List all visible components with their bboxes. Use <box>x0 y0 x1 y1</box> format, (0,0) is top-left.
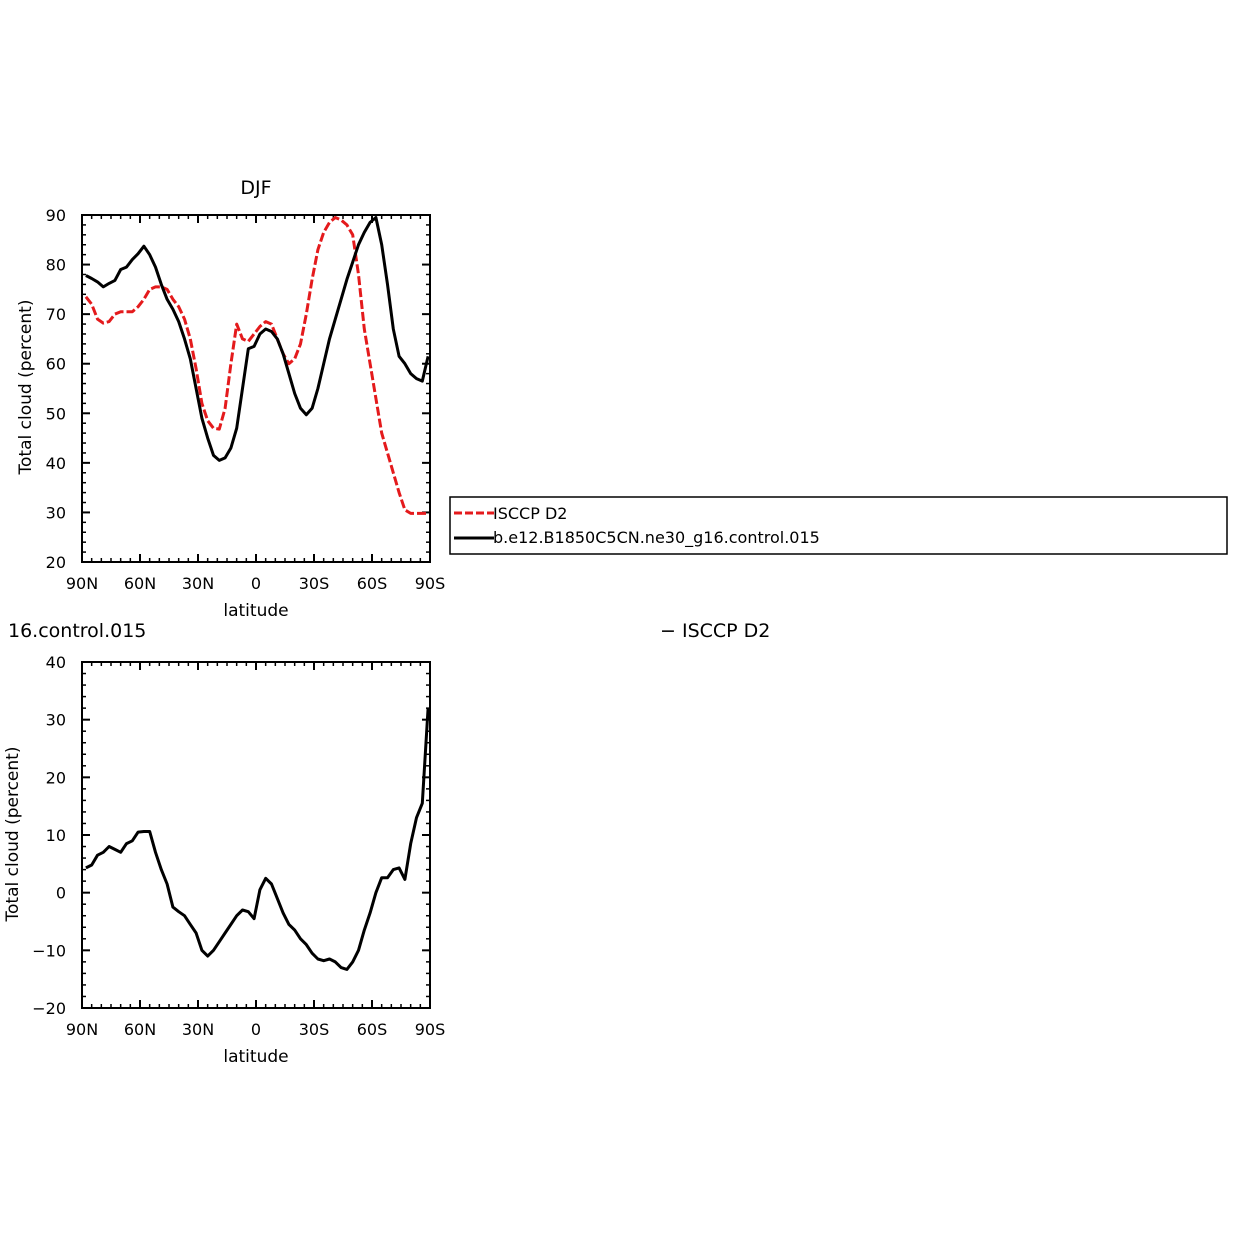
legend-box <box>449 496 1228 555</box>
top-chart-frame <box>81 214 431 563</box>
bottom-chart-ytick-label: 40 <box>46 653 66 672</box>
bottom-chart-xtick-label: 30S <box>299 1020 330 1039</box>
bottom-chart-xtick-label: 30N <box>182 1020 214 1039</box>
top-chart-ytick-label: 90 <box>46 206 66 225</box>
top-chart-series-line-isccp-d2 <box>84 216 429 515</box>
top-chart-ytick-label: 70 <box>46 305 66 324</box>
top-chart-xtick-label: 0 <box>251 574 261 593</box>
bottom-chart-axes: 90N 60N 30N 0 30S 60S 90S −20 −10 0 10 20 30 40 <box>32 653 445 1039</box>
top-chart-ylabel: Total cloud (percent) <box>16 300 36 476</box>
top-chart-xlabel: latitude <box>223 601 288 621</box>
top-chart-series-line-b-e12-b1850c5cn-ne30-g16-control-015 <box>85 216 430 462</box>
bottom-chart-ytick-label: 30 <box>46 711 66 730</box>
bottom-chart-xtick-label: 90N <box>66 1020 98 1039</box>
top-chart-panel: DJF Total cloud (percent) latitude 90N 60… <box>16 177 445 621</box>
bottom-chart-ylabel: Total cloud (percent) <box>3 747 23 923</box>
bottom-chart-title: 16.control.015 <box>8 620 146 642</box>
bottom-chart-xtick-label: 0 <box>251 1020 261 1039</box>
top-chart-xtick-label: 90N <box>66 574 98 593</box>
top-chart-title: DJF <box>240 177 271 199</box>
legend-label-isccp-d2: ISCCP D2 <box>493 504 567 523</box>
top-chart-ytick-label: 60 <box>46 355 66 374</box>
bottom-chart-xtick-label: 60N <box>124 1020 156 1039</box>
top-chart-ytick-label: 30 <box>46 503 66 522</box>
top-chart-xtick-label: 60S <box>357 574 388 593</box>
top-chart-xtick-label: 90S <box>415 574 446 593</box>
bottom-chart-series-line-0 <box>85 708 430 971</box>
bottom-chart-ytick-label: 0 <box>56 884 66 903</box>
bottom-chart-panel: 16.control.015 − ISCCP D2 Total cloud (p… <box>3 620 770 1067</box>
bottom-chart-xlabel: latitude <box>223 1047 288 1067</box>
bottom-chart-frame <box>81 661 431 1009</box>
top-chart-xtick-label: 30S <box>299 574 330 593</box>
top-chart-ytick-label: 40 <box>46 454 66 473</box>
top-chart-ytick-label: 20 <box>46 553 66 572</box>
top-chart-ytick-label: 80 <box>46 256 66 275</box>
bottom-chart-title-right: − ISCCP D2 <box>660 620 770 642</box>
bottom-chart-ytick-label: 10 <box>46 826 66 845</box>
bottom-chart-ytick-label: −20 <box>32 999 66 1018</box>
bottom-chart-ytick-label: 20 <box>46 768 66 787</box>
legend-label-model: b.e12.B1850C5CN.ne30_g16.control.015 <box>493 528 820 548</box>
bottom-chart-xtick-label: 60S <box>357 1020 388 1039</box>
bottom-chart-ytick-label: −10 <box>32 941 66 960</box>
bottom-chart-xtick-label: 90S <box>415 1020 446 1039</box>
legend: ISCCP D2 b.e12.B1850C5CN.ne30_g16.contro… <box>449 496 1228 555</box>
top-chart-xtick-label: 60N <box>124 574 156 593</box>
top-chart-xtick-label: 30N <box>182 574 214 593</box>
top-chart-ytick-label: 50 <box>46 404 66 423</box>
bottom-chart-series <box>85 708 430 971</box>
top-chart-series <box>84 216 430 515</box>
